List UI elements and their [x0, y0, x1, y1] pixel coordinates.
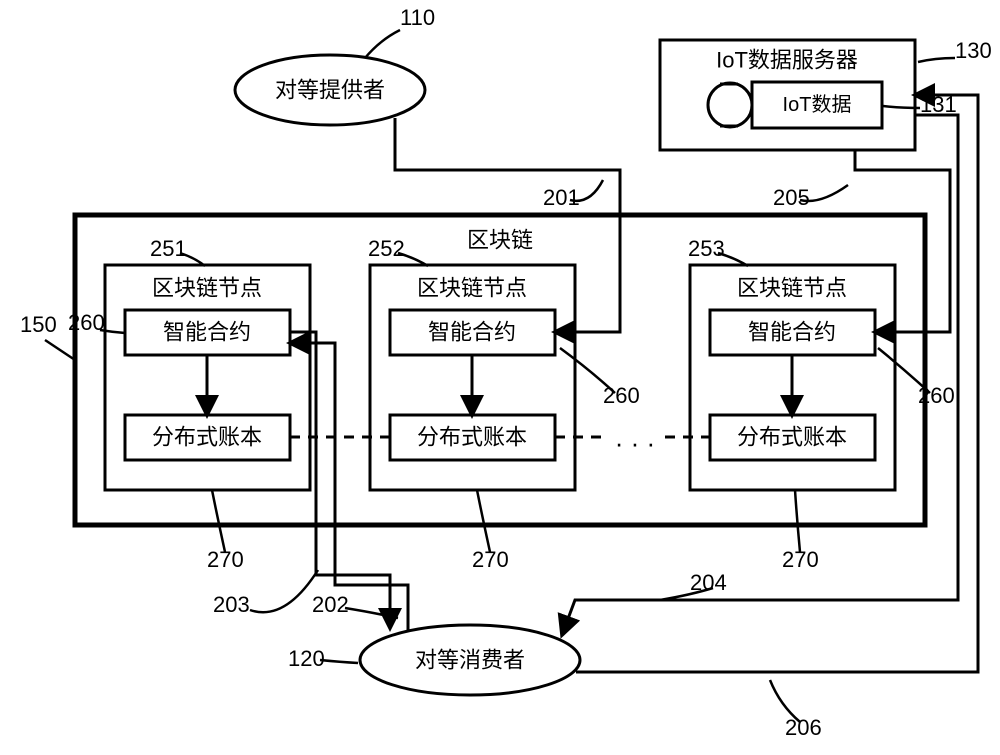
node3-ledger-label: 分布式账本 [737, 425, 847, 450]
blockchain-node-3: 区块链节点 智能合约 分布式账本 [690, 265, 895, 490]
iot-data-db: IoT数据 [708, 82, 882, 128]
ref-150-leader [45, 340, 75, 360]
blockchain-node-2: 区块链节点 智能合约 分布式账本 [370, 265, 575, 490]
node2-title: 区块链节点 [417, 276, 527, 301]
ref-110: 110 [400, 5, 435, 30]
ref-270b: 270 [472, 547, 509, 572]
ref-110-leader [365, 30, 400, 58]
ref-260a: 260 [68, 310, 105, 335]
ref-201: 201 [543, 185, 580, 210]
ref-270a: 270 [207, 547, 244, 572]
ref-251: 251 [150, 236, 187, 261]
ref-270a-leader [212, 490, 225, 552]
ref-203-leader [250, 570, 318, 612]
iot-data-label: IoT数据 [783, 93, 852, 116]
peer-provider-label: 对等提供者 [275, 78, 385, 103]
iot-server: IoT数据服务器 IoT数据 [660, 40, 915, 150]
ref-270b-leader [477, 490, 490, 552]
node3-contract-label: 智能合约 [748, 320, 836, 345]
ref-260b: 260 [603, 383, 640, 408]
ref-253: 253 [688, 236, 725, 261]
ref-206: 206 [785, 715, 822, 740]
node3-title: 区块链节点 [737, 276, 847, 301]
ref-131: 131 [920, 92, 957, 117]
ref-203: 203 [213, 592, 250, 617]
ref-270c: 270 [782, 547, 819, 572]
ref-150: 150 [20, 312, 57, 337]
peer-consumer-label: 对等消费者 [415, 648, 525, 673]
node2-contract-label: 智能合约 [428, 320, 516, 345]
ref-130: 130 [955, 38, 992, 63]
ref-120-leader [320, 660, 358, 663]
ref-260c: 260 [918, 383, 955, 408]
node1-ledger-label: 分布式账本 [152, 425, 262, 450]
blockchain-node-1: 区块链节点 智能合约 分布式账本 [105, 265, 310, 490]
node1-contract-label: 智能合约 [163, 320, 251, 345]
ref-130-leader [918, 58, 955, 62]
ref-252: 252 [368, 236, 405, 261]
node1-title: 区块链节点 [152, 276, 262, 301]
iot-server-title: IoT数据服务器 [716, 48, 858, 73]
blockchain-title: 区块链 [467, 228, 533, 253]
ref-270c-leader [795, 490, 800, 552]
ref-205: 205 [773, 185, 810, 210]
ref-202: 202 [312, 592, 349, 617]
diagram-canvas: 区块链 区块链节点 智能合约 分布式账本 区块链节点 智能合约 分布式账本 区块… [0, 0, 1000, 755]
node2-ledger-label: 分布式账本 [417, 425, 527, 450]
ref-204: 204 [690, 570, 727, 595]
ref-120: 120 [288, 646, 325, 671]
ellipsis: · · · [615, 428, 655, 458]
